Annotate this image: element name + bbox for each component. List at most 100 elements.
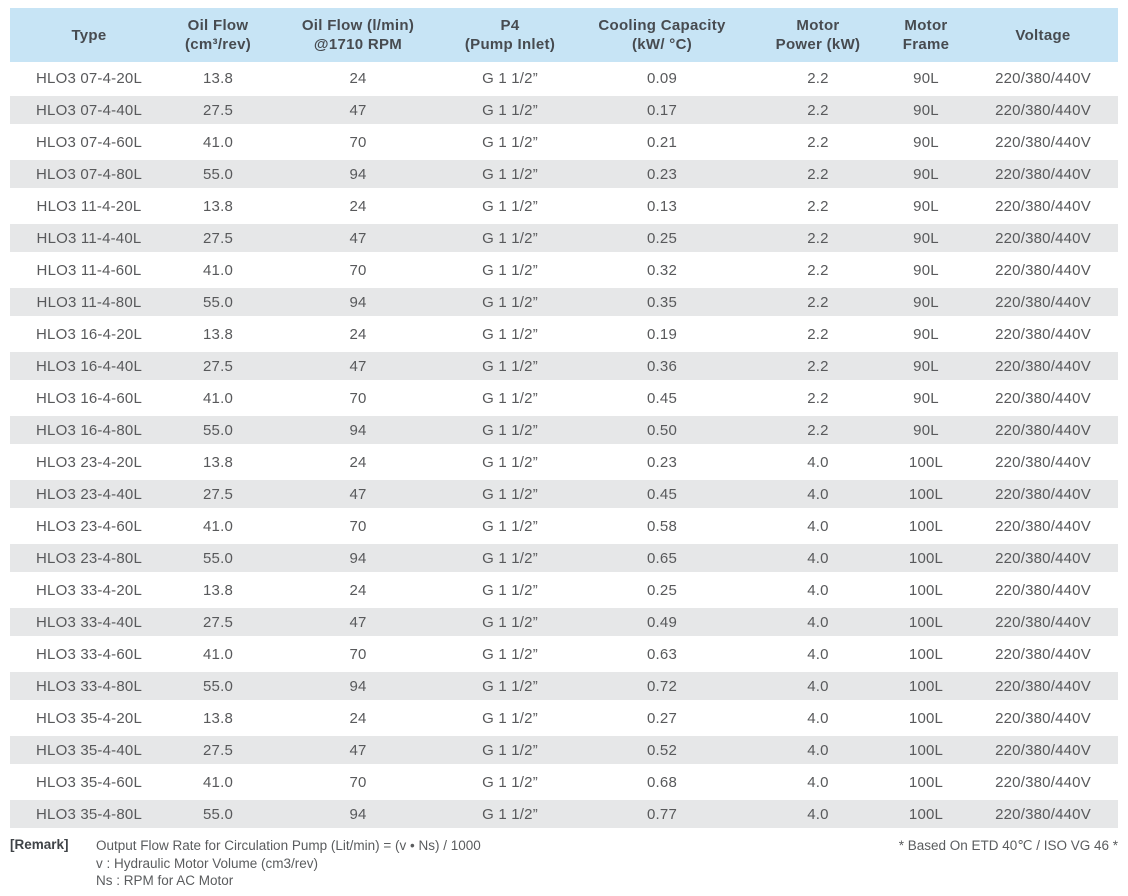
cell-voltage: 220/380/440V (995, 453, 1091, 471)
cell-oil-flow-rpm: 94 (349, 677, 367, 695)
cell-oil-flow-rpm: 94 (349, 421, 367, 439)
cell-motor-power: 4.0 (807, 677, 829, 695)
cell-motor-power: 4.0 (807, 805, 829, 823)
cell-oil-flow-rpm: 47 (349, 357, 367, 375)
cell-motor-frame: 90L (913, 197, 939, 215)
cell-type: HLO3 16-4-40L (36, 357, 142, 375)
cell-oil-flow-rpm: 70 (349, 261, 367, 279)
cell-oil-flow-rev: 27.5 (203, 101, 233, 119)
cell-voltage: 220/380/440V (995, 197, 1091, 215)
column-header-cooling: Cooling Capacity (kW/ °C) (572, 8, 752, 62)
cell-type: HLO3 33-4-40L (36, 613, 142, 631)
cell-voltage: 220/380/440V (995, 133, 1091, 151)
cell-motor-frame: 100L (908, 517, 944, 535)
cell-cooling: 0.68 (647, 773, 677, 791)
cell-motor-power: 4.0 (807, 709, 829, 727)
cell-type: HLO3 33-4-60L (36, 645, 142, 663)
cell-oil-flow-rpm: 70 (349, 133, 367, 151)
cell-oil-flow-rev: 13.8 (203, 453, 233, 471)
column-header-line: Oil Flow (l/min) (301, 17, 415, 34)
cell-oil-flow-rev: 41.0 (203, 261, 233, 279)
cell-oil-flow-rpm: 47 (349, 229, 367, 247)
cell-motor-frame: 100L (908, 613, 944, 631)
cell-oil-flow-rev: 55.0 (203, 805, 233, 823)
cell-motor-frame: 100L (908, 773, 944, 791)
column-header-voltage: Voltage (968, 8, 1118, 62)
cell-motor-power: 4.0 (807, 517, 829, 535)
spec-table: Type Oil Flow (cm³/rev) Oil Flow (l/min) @17… (10, 8, 1118, 830)
cell-voltage: 220/380/440V (995, 709, 1091, 727)
cell-oil-flow-rpm: 94 (349, 293, 367, 311)
cell-oil-flow-rev: 13.8 (203, 709, 233, 727)
cell-voltage: 220/380/440V (995, 677, 1091, 695)
column-header-line: (Pump Inlet) (464, 36, 556, 53)
cell-motor-frame: 100L (908, 677, 944, 695)
remark-label: [Remark] (10, 837, 69, 852)
cell-pump-inlet: G 1 1/2” (482, 165, 538, 183)
cell-voltage: 220/380/440V (995, 101, 1091, 119)
cell-motor-power: 4.0 (807, 613, 829, 631)
cell-motor-power: 4.0 (807, 581, 829, 599)
cell-motor-power: 2.2 (807, 293, 829, 311)
cell-oil-flow-rev: 13.8 (203, 325, 233, 343)
column-header-line: Oil Flow (187, 17, 249, 34)
remark-line: Ns : RPM for AC Motor (96, 873, 234, 888)
cell-oil-flow-rpm: 24 (349, 709, 367, 727)
cell-cooling: 0.25 (647, 581, 677, 599)
table-row: HLO3 35-4-80L 55.0 94 G 1 1/2” 0.77 4.0 100L 22… (10, 798, 1118, 830)
table-row: HLO3 23-4-40L 27.5 47 G 1 1/2” 0.45 4.0 100L 22… (10, 478, 1118, 510)
cell-type: HLO3 35-4-40L (36, 741, 142, 759)
cell-motor-frame: 100L (908, 485, 944, 503)
cell-oil-flow-rpm: 70 (349, 389, 367, 407)
cell-oil-flow-rpm: 24 (349, 453, 367, 471)
cell-motor-power: 4.0 (807, 453, 829, 471)
cell-oil-flow-rev: 41.0 (203, 645, 233, 663)
cell-voltage: 220/380/440V (995, 581, 1091, 599)
cell-motor-power: 2.2 (807, 389, 829, 407)
table-header-row: Type Oil Flow (cm³/rev) Oil Flow (l/min) @17… (10, 8, 1118, 62)
column-header-line: Motor (904, 17, 948, 34)
table-row: HLO3 35-4-20L 13.8 24 G 1 1/2” 0.27 4.0 100L 22… (10, 702, 1118, 734)
cell-cooling: 0.13 (647, 197, 677, 215)
cell-voltage: 220/380/440V (995, 485, 1091, 503)
cell-cooling: 0.45 (647, 389, 677, 407)
cell-motor-power: 4.0 (807, 773, 829, 791)
table-row: HLO3 11-4-20L 13.8 24 G 1 1/2” 0.13 2.2 90L 220… (10, 190, 1118, 222)
table-row: HLO3 33-4-60L 41.0 70 G 1 1/2” 0.63 4.0 100L 22… (10, 638, 1118, 670)
column-header-line: (cm³/rev) (184, 36, 252, 53)
column-header-line: Motor (796, 17, 840, 34)
cell-oil-flow-rev: 41.0 (203, 773, 233, 791)
cell-pump-inlet: G 1 1/2” (482, 197, 538, 215)
cell-oil-flow-rev: 55.0 (203, 549, 233, 567)
table-body: HLO3 07-4-20L 13.8 24 G 1 1/2” 0.09 2.2 90L 220… (10, 62, 1118, 830)
cell-type: HLO3 16-4-60L (36, 389, 142, 407)
cell-oil-flow-rev: 55.0 (203, 293, 233, 311)
cell-motor-frame: 100L (908, 709, 944, 727)
cell-cooling: 0.58 (647, 517, 677, 535)
cell-motor-power: 2.2 (807, 421, 829, 439)
cell-motor-power: 2.2 (807, 229, 829, 247)
cell-voltage: 220/380/440V (995, 421, 1091, 439)
cell-oil-flow-rev: 27.5 (203, 357, 233, 375)
table-row: HLO3 11-4-60L 41.0 70 G 1 1/2” 0.32 2.2 90L 220… (10, 254, 1118, 286)
cell-type: HLO3 16-4-20L (36, 325, 142, 343)
cell-cooling: 0.52 (647, 741, 677, 759)
cell-pump-inlet: G 1 1/2” (482, 485, 538, 503)
cell-pump-inlet: G 1 1/2” (482, 261, 538, 279)
remark-block: [Remark] Output Flow Rate for Circulatio… (10, 837, 481, 890)
cell-pump-inlet: G 1 1/2” (482, 645, 538, 663)
cell-motor-frame: 100L (908, 453, 944, 471)
cell-oil-flow-rpm: 94 (349, 549, 367, 567)
cell-type: HLO3 11-4-20L (36, 197, 142, 215)
cell-motor-frame: 90L (913, 261, 939, 279)
cell-type: HLO3 35-4-60L (36, 773, 142, 791)
cell-oil-flow-rev: 41.0 (203, 133, 233, 151)
cell-pump-inlet: G 1 1/2” (482, 101, 538, 119)
cell-motor-frame: 90L (913, 101, 939, 119)
cell-oil-flow-rpm: 70 (349, 517, 367, 535)
cell-pump-inlet: G 1 1/2” (482, 773, 538, 791)
cell-type: HLO3 07-4-40L (36, 101, 142, 119)
cell-oil-flow-rev: 55.0 (203, 677, 233, 695)
cell-type: HLO3 33-4-20L (36, 581, 142, 599)
cell-oil-flow-rev: 13.8 (203, 69, 233, 87)
